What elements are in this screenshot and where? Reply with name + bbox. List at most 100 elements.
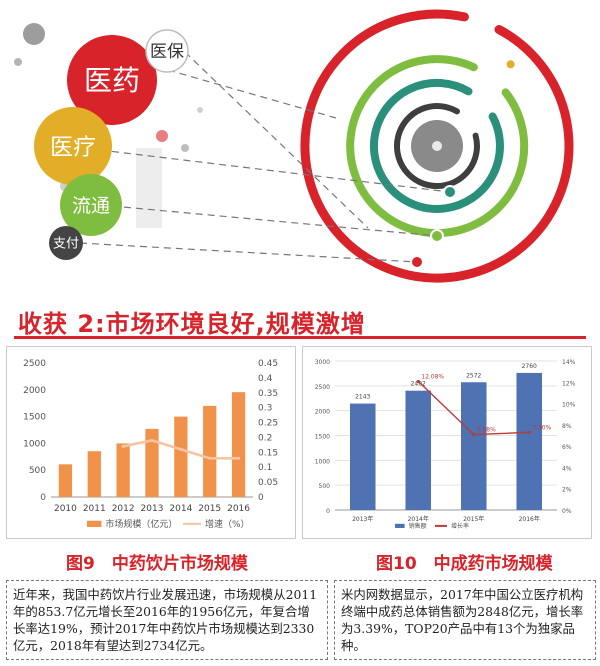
bubble-medicine-circle	[67, 35, 157, 125]
decor-dot	[197, 107, 203, 113]
connector-line	[184, 51, 369, 229]
y2-tick-label: 0.2	[258, 433, 272, 443]
gray-strip-decor	[136, 148, 162, 228]
bar	[516, 372, 543, 510]
chart-patent-medicine-market: 0 500 1000 1500 2000 2500 3000 0% 2% 4% 6% 8% 10% 12%…	[315, 359, 576, 530]
headline-underline	[14, 336, 586, 339]
bubble-healthcare-circle	[34, 107, 112, 185]
y-tick-label: 2000	[23, 386, 46, 396]
x-tick-label: 2016	[227, 504, 250, 514]
x-tick-label: 2013	[141, 504, 164, 514]
decor-dot	[156, 130, 168, 142]
connector-line	[79, 242, 418, 263]
x-tick-label: 2012	[112, 504, 135, 514]
legend-label-bar: 销售额	[409, 522, 427, 530]
y2-tick-label: 4%	[562, 465, 572, 472]
connector-end	[430, 229, 444, 243]
section-headline: 收获 2:市场环境良好,规模激增	[18, 310, 366, 338]
y2-tick-label: 2%	[562, 487, 572, 494]
legend-label-line: 增速（%）	[205, 518, 250, 530]
growth-value-label: 7.08%	[477, 427, 496, 434]
growth-value-label: 7.30%	[532, 424, 551, 431]
bubble-healthcare: 医疗	[50, 134, 96, 160]
x-tick-label: 2014	[169, 504, 192, 514]
bubble-distribution: 流通	[72, 195, 110, 217]
y2-tick-label: 6%	[562, 444, 572, 451]
bubble-insurance-circle	[145, 29, 189, 73]
connector-line	[167, 69, 337, 119]
y-tick-label: 2500	[23, 359, 46, 369]
bar-value-label: 2572	[466, 372, 481, 379]
legend-label-bar: 市场规模（亿元）	[105, 518, 177, 530]
bar	[58, 464, 73, 497]
y2-tick-label: 0.45	[258, 359, 278, 369]
bar	[87, 451, 101, 497]
growth-point	[208, 456, 212, 460]
y-tick-label: 500	[319, 483, 331, 490]
ring-arc	[346, 55, 529, 238]
connector-line	[111, 205, 438, 237]
growth-value-label: 12.08%	[421, 373, 444, 380]
ring-arc	[393, 103, 480, 190]
growth-point	[150, 438, 154, 443]
decor-dot	[181, 144, 189, 152]
text-box-patent-medicine: 米内网数据显示，2017年中国公立医疗机构终端中成药总体销售额为2848亿元，增…	[334, 580, 596, 660]
growth-point	[416, 379, 420, 384]
bubble-payment: 支付	[53, 237, 79, 252]
y2-tick-label: 0%	[562, 508, 572, 515]
y2-tick-label: 10%	[562, 402, 576, 409]
connector-end	[410, 255, 424, 269]
x-tick-label: 2015年	[463, 515, 484, 523]
bar	[203, 405, 217, 497]
bubble-medicine: 医药	[84, 64, 140, 97]
y-tick-label: 0	[326, 508, 330, 515]
y2-tick-label: 0.35	[258, 389, 278, 399]
bar	[174, 416, 188, 497]
connector-line	[99, 149, 451, 193]
y2-tick-label: 0.3	[258, 404, 272, 414]
y2-tick-label: 14%	[562, 359, 576, 366]
bubble-insurance: 医保	[150, 42, 184, 62]
y2-tick-label: 8%	[562, 423, 572, 430]
y2-tick-label: 0	[258, 493, 264, 503]
legend-label-line: 增长率	[451, 522, 469, 530]
growth-point	[121, 444, 125, 448]
bar	[145, 428, 159, 497]
text-box-herbal-pieces: 近年来，我国中药饮片行业发展迅速，市场规模从2011年的853.7亿元增长至20…	[6, 580, 328, 660]
y-tick-label: 1500	[315, 434, 330, 441]
decor-dot	[14, 58, 22, 66]
y2-tick-label: 0.15	[258, 448, 278, 458]
x-tick-label: 2015	[198, 504, 221, 514]
decor-dot	[23, 23, 45, 45]
bar-value-label: 2143	[355, 394, 370, 401]
growth-point	[527, 430, 531, 434]
growth-point	[179, 447, 183, 451]
y-tick-label: 0	[40, 493, 46, 503]
y-tick-label: 2000	[315, 409, 330, 416]
y-tick-label: 1000	[23, 439, 46, 449]
bubble-payment-circle	[49, 226, 83, 260]
ring-center-dot	[432, 141, 442, 151]
bar	[349, 403, 376, 510]
chart-panel-herbal-pieces: 0 500 1000 1500 2000 2500 0 0.05 0.1 0.15 0.2 0.25 0…	[6, 346, 296, 539]
ring-arc	[300, 9, 574, 283]
bar-value-label: 2402	[411, 381, 426, 388]
x-tick-label: 2013年	[352, 515, 373, 523]
y2-tick-label: 0.1	[258, 463, 272, 473]
growth-point	[236, 456, 241, 460]
y2-tick-label: 0.4	[258, 374, 273, 384]
x-tick-label: 2016年	[519, 515, 540, 523]
y-tick-label: 500	[29, 466, 46, 476]
y-tick-label: 1000	[315, 458, 330, 465]
chart-panel-patent-medicine: 0 500 1000 1500 2000 2500 3000 0% 2% 4% 6% 8% 10% 12%…	[302, 346, 592, 539]
bar	[460, 382, 487, 510]
x-tick-label: 2011	[83, 504, 106, 514]
bar	[231, 392, 246, 497]
chart-herbal-pieces-market: 0 500 1000 1500 2000 2500 0 0.05 0.1 0.15 0.2 0.25 0…	[23, 359, 278, 530]
x-tick-label: 2014年	[408, 515, 429, 523]
growth-point	[472, 433, 476, 437]
y-tick-label: 1500	[23, 413, 46, 423]
figure-caption-9: 图9 中药饮片市场规模	[66, 554, 248, 574]
